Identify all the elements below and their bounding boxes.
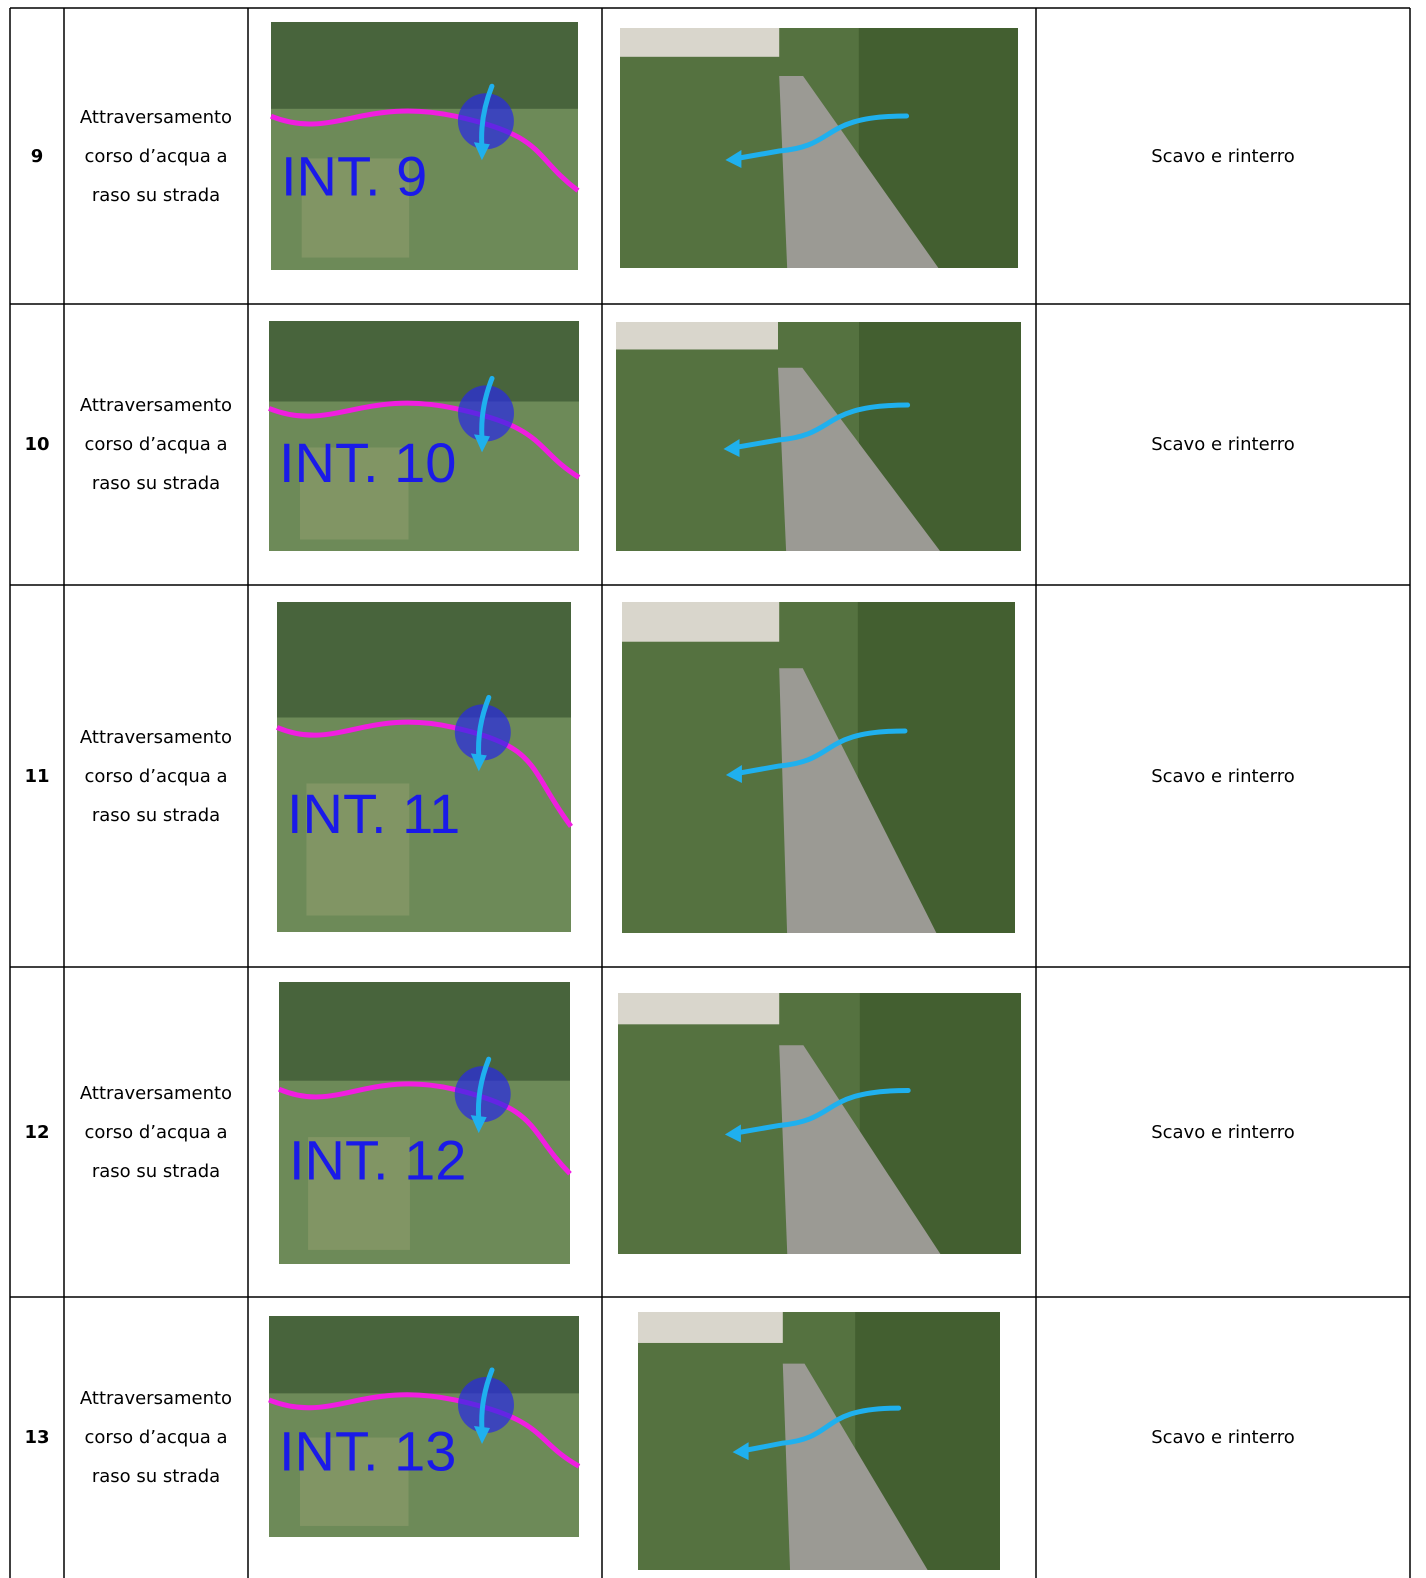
road [782,1363,928,1570]
works: Scavo e rinterro [1151,145,1295,167]
arrow-head [725,150,742,168]
route-line [278,1081,572,1176]
map-image: INT. 13 [268,1316,581,1537]
map-label: INT. 12 [289,1128,466,1191]
map-image: INT. 11 [276,602,574,932]
arrow-head [470,753,487,772]
description: Attraversamento corso d’acqua a raso su … [79,395,233,494]
description: Attraversamento corso d’acqua a raso su … [79,726,233,826]
map-label: INT. 10 [279,431,456,494]
intervention-marker [454,704,511,761]
road [778,367,940,551]
map-label: INT. 13 [279,1420,456,1483]
site-photo [618,993,1021,1254]
sky [618,993,780,1025]
road [779,76,939,268]
flow-arrow [479,375,495,441]
field-patch [308,1137,410,1250]
map-label: INT. 9 [281,145,427,208]
description: Attraversamento corso d’acqua a raso su … [79,106,233,206]
flow-arrow [475,1056,492,1122]
field-patch [301,158,410,258]
forest-patch [277,602,571,718]
arrow-head [723,439,740,458]
map-image: INT. 9 [270,22,580,270]
road [779,668,937,933]
sky [622,602,780,642]
intervention-marker [457,93,514,150]
arrow-head [474,434,490,453]
intervention-marker [458,1376,514,1433]
arrow-head [470,1115,487,1134]
field-patch [300,1437,409,1526]
forest-patch [269,1316,579,1394]
forest-patch [269,321,579,402]
route-line [268,1392,581,1469]
site-photo [622,602,1015,933]
route-line [270,108,580,193]
works: Scavo e rinterro [1151,765,1295,787]
map-image: INT. 12 [278,982,572,1264]
flow-arrow [735,402,911,450]
works: Scavo e rinterro [1151,434,1295,455]
row-number: 11 [24,765,50,787]
row-number: 9 [30,145,44,167]
intervention-marker [458,385,514,442]
arrow-head [724,1124,741,1143]
flow-arrow [479,1367,495,1433]
site-photo [638,1312,1000,1570]
field-patch [306,783,410,916]
arrow-head [732,1442,749,1461]
forest-patch [279,982,570,1081]
description: Attraversamento corso d’acqua a raso su … [79,1082,233,1182]
description: Attraversamento corso d’acqua a raso su … [79,1388,233,1487]
sky [616,322,778,350]
intervention-marker [454,1066,511,1123]
arrow-head [474,1425,490,1444]
flow-arrow [736,113,910,161]
flow-arrow [737,728,908,776]
arrow-head [473,142,490,161]
road [779,1045,941,1254]
map-label: INT. 11 [287,782,460,845]
arrow-head [725,764,742,783]
sky [620,28,780,57]
flow-arrow [736,1087,911,1135]
route-line [268,400,581,480]
flow-arrow [744,1405,902,1453]
forest-patch [271,22,578,109]
works: Scavo e rinterro [1151,1121,1295,1143]
flow-arrow [479,83,495,149]
row-number: 10 [24,434,50,455]
site-photo [620,28,1018,268]
field-patch [300,447,409,540]
sky [638,1312,783,1343]
works: Scavo e rinterro [1151,1427,1295,1448]
map-image: INT. 10 [268,321,581,551]
route-line [276,719,574,828]
flow-arrow [476,694,492,760]
site-photo [616,322,1021,551]
row-number: 12 [24,1121,50,1143]
row-number: 13 [24,1427,50,1448]
